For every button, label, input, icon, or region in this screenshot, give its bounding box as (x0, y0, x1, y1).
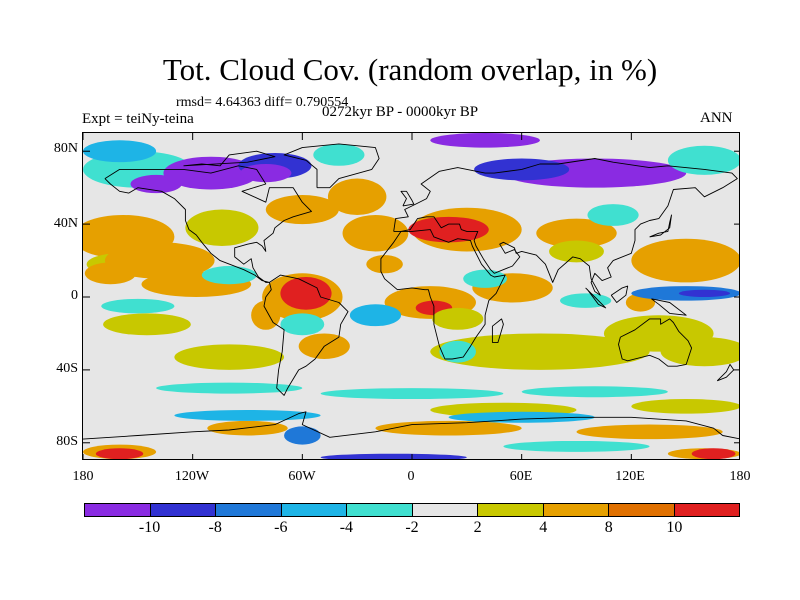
colorbar-swatch-1 (150, 504, 216, 516)
colorbar-label-4: -2 (405, 519, 419, 536)
colorbar-label-8: 10 (666, 519, 683, 536)
field-patch-17 (280, 276, 332, 310)
coastline-9 (649, 214, 672, 238)
colorbar-label-2: -6 (274, 519, 288, 536)
field-patch-9 (366, 255, 403, 274)
lat-tick-80S: 80S (56, 434, 78, 449)
colorbar-swatch-6 (478, 504, 544, 516)
field-patch-6 (265, 194, 339, 225)
coastline-12 (610, 285, 629, 303)
field-patch-63 (448, 411, 595, 423)
field-patch-64 (284, 426, 321, 445)
lat-tick-40S: 40S (56, 361, 78, 376)
colorbar-swatch-9 (674, 504, 739, 516)
field-patch-50 (101, 298, 175, 314)
coastline-0 (104, 165, 312, 283)
colorbar-label-5: 2 (473, 519, 482, 536)
map-plot-area (82, 132, 740, 460)
coastline-13 (651, 298, 687, 316)
field-patch-58 (587, 204, 639, 226)
coastline-2 (393, 158, 738, 296)
colorbar-label-0: -10 (138, 519, 161, 536)
field-patch-26 (660, 337, 739, 367)
coastline-3 (380, 229, 506, 360)
field-patch-3 (104, 242, 215, 279)
lon-tick-180w: 180 (72, 469, 94, 484)
lon-tick-0: 0 (407, 469, 415, 484)
lon-tick-60w: 60W (288, 469, 316, 484)
colorbar-label-3: -4 (339, 519, 354, 536)
stats-label: rmsd= 4.64363 diff= 0.790554 (176, 95, 349, 110)
field-patch-59 (156, 382, 303, 394)
coastline-14 (716, 363, 735, 382)
field-patch-65 (320, 453, 467, 459)
field-patch-60 (320, 388, 504, 400)
map-field (83, 133, 739, 459)
colorbar-swatch-7 (543, 504, 609, 516)
field-patch-48 (667, 145, 739, 175)
colorbar-swatch-3 (281, 504, 347, 516)
field-patch-28 (103, 313, 191, 336)
field-patch-27 (174, 344, 285, 370)
coastline-11 (585, 287, 607, 309)
colorbar-swatch-0 (85, 504, 151, 516)
field-patch-47 (430, 133, 540, 148)
colorbar-swatch-5 (412, 504, 478, 516)
coastline-1 (263, 274, 349, 396)
coastline-6 (83, 411, 739, 440)
coastlines (83, 143, 739, 440)
field-patch-44 (313, 143, 365, 166)
field-patch-7 (327, 178, 387, 215)
field-patch-53 (463, 269, 508, 288)
coastline-10 (183, 150, 276, 167)
season-label: ANN (700, 110, 733, 126)
field-patch-13 (549, 240, 604, 263)
colorbar-label-7: 8 (604, 519, 613, 536)
field-patch-12 (536, 218, 617, 248)
plot-title: Tot. Cloud Cov. (random overlap, in %) (162, 52, 658, 87)
colorbar-label-1: -8 (208, 519, 222, 536)
lon-tick-60e: 60E (509, 469, 533, 484)
colorbar-label-6: 4 (539, 519, 548, 536)
field-patch-36 (691, 448, 736, 459)
field-patch-8 (342, 215, 409, 252)
colorbar (84, 503, 740, 517)
coastline-8 (400, 190, 415, 207)
colorbar-swatch-8 (609, 504, 675, 516)
field-patch-24 (430, 333, 650, 370)
field-patch-34 (95, 448, 144, 459)
period-label: 0272kyr BP - 0000kyr BP (322, 104, 479, 120)
experiment-label: Expt = teiNy-teina (82, 111, 194, 127)
field-patch-39 (83, 140, 157, 163)
lon-tick-120w: 120W (174, 469, 210, 484)
field-patch-11 (408, 216, 489, 243)
contour-field (83, 133, 739, 459)
lon-tick-120e: 120E (615, 469, 645, 484)
field-patch-52 (349, 304, 402, 327)
lat-tick-40N: 40N (53, 216, 78, 231)
coastline-7 (491, 318, 504, 344)
field-patch-14 (631, 238, 739, 283)
coastline-5 (283, 143, 380, 189)
lon-tick-180e: 180 (729, 469, 751, 484)
field-patch-43 (240, 163, 292, 183)
field-patch-62 (174, 409, 321, 421)
field-patch-54 (439, 340, 476, 363)
field-patch-61 (521, 386, 668, 398)
field-patch-5 (185, 209, 259, 246)
field-patch-18 (251, 300, 281, 330)
field-patch-22 (432, 307, 484, 330)
colorbar-swatch-4 (347, 504, 413, 516)
lat-tick-0: 0 (71, 288, 78, 303)
coastline-4 (618, 318, 693, 367)
field-patch-57 (678, 289, 731, 297)
field-patch-66 (503, 440, 650, 452)
axis-ticks (83, 133, 739, 459)
field-patch-49 (201, 266, 257, 285)
field-patch-30 (631, 399, 739, 414)
lat-tick-80N: 80N (53, 141, 78, 156)
field-patch-31 (576, 424, 723, 440)
colorbar-swatch-2 (216, 504, 282, 516)
field-patch-51 (280, 313, 325, 336)
